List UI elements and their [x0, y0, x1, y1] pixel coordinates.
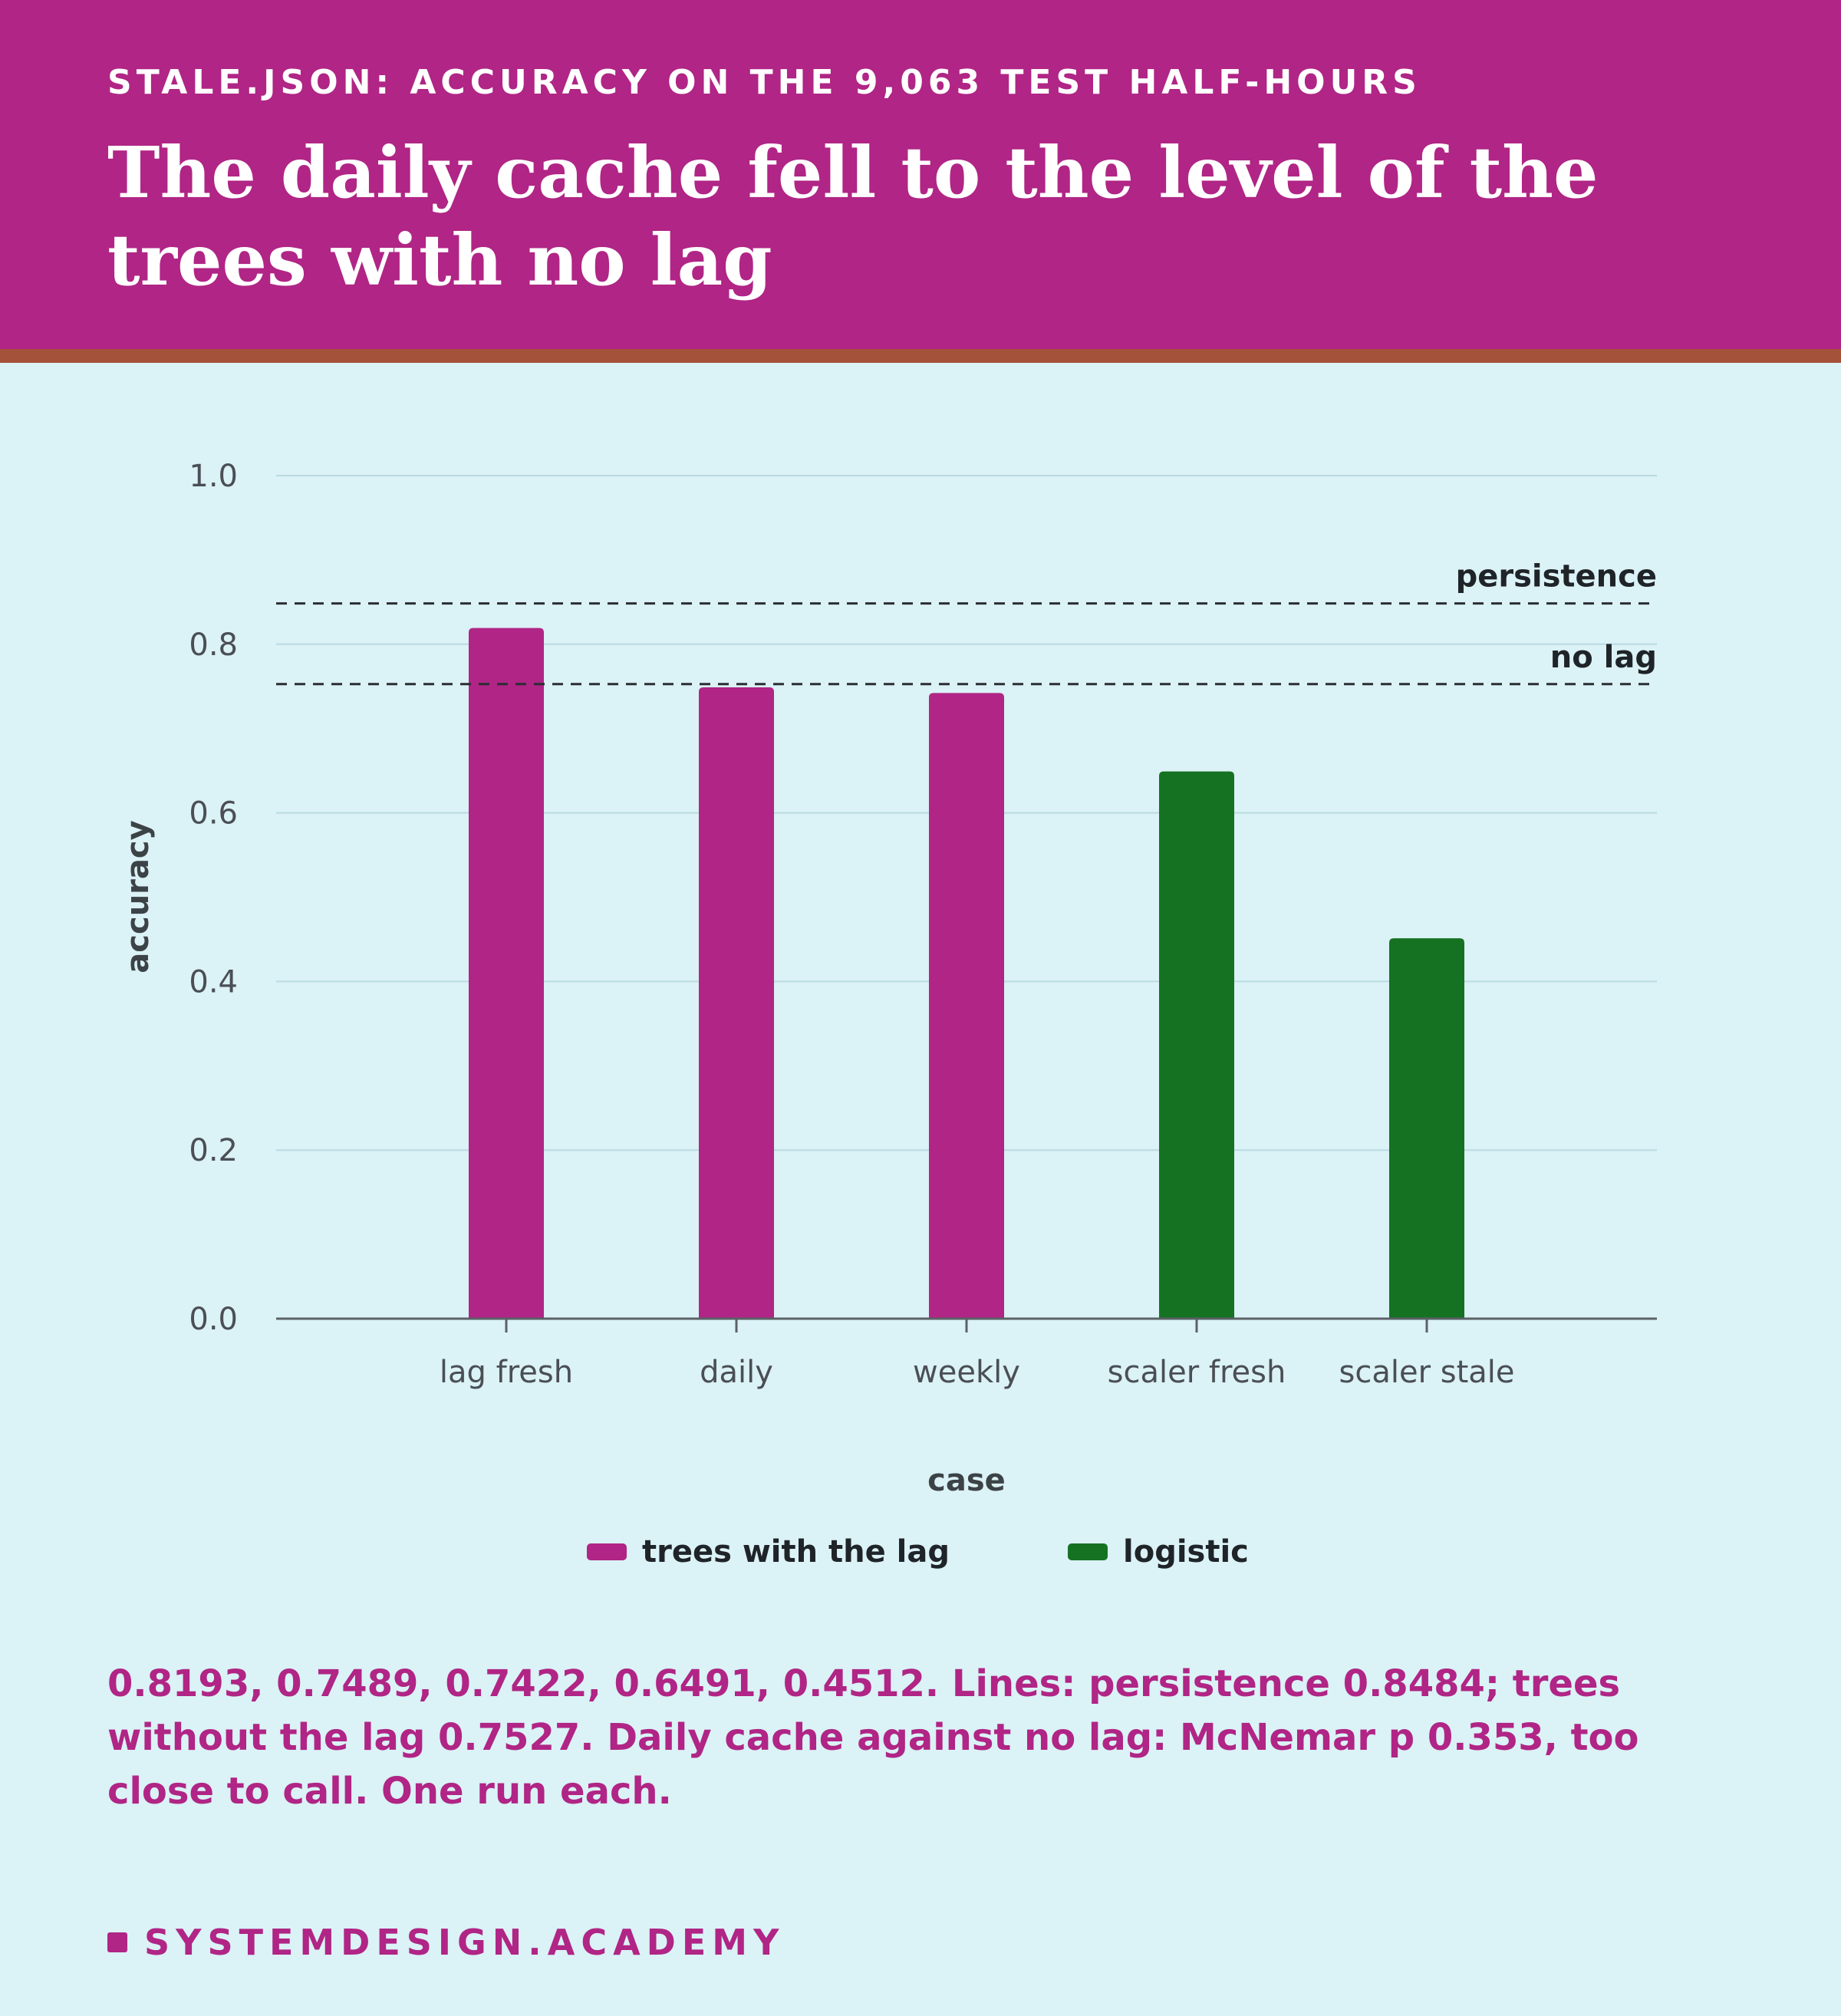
bar — [1159, 771, 1234, 1319]
bar — [699, 687, 774, 1319]
bar — [929, 693, 1004, 1319]
x-tick-label: scaler fresh — [1108, 1355, 1286, 1390]
header-divider — [0, 349, 1841, 363]
legend-swatch — [1068, 1543, 1108, 1560]
brand-square-icon — [107, 1932, 127, 1952]
legend-label: logistic — [1123, 1534, 1249, 1570]
y-axis-title: accuracy — [120, 820, 156, 973]
chart-headline: The daily cache fell to the level of the… — [107, 131, 1599, 301]
x-axis-title: case — [927, 1463, 1006, 1498]
reference-line-label: no lag — [1550, 640, 1657, 675]
bar — [469, 628, 544, 1319]
y-tick-label: 0.6 — [189, 796, 238, 832]
legend-swatch — [587, 1543, 627, 1560]
header-band: STALE.JSON: ACCURACY ON THE 9,063 TEST H… — [0, 0, 1841, 349]
y-tick-label: 1.0 — [189, 459, 238, 494]
x-tick-label: weekly — [913, 1355, 1020, 1390]
brand-footer: SYSTEMDESIGN.ACADEMY — [107, 1922, 785, 1963]
y-tick-label: 0.2 — [189, 1133, 238, 1168]
chart-caption: 0.8193, 0.7489, 0.7422, 0.6491, 0.4512. … — [107, 1662, 1639, 1813]
y-tick-label: 0.0 — [189, 1302, 238, 1337]
bar — [1389, 938, 1464, 1319]
bar-chart: 0.0 0.2 0.4 0.6 0.8 1.0 lag fresh daily weekly sc… — [120, 459, 1657, 1570]
reference-line-label: persistence — [1456, 559, 1657, 595]
chart-kicker: STALE.JSON: ACCURACY ON THE 9,063 TEST H… — [107, 63, 1421, 102]
y-tick-label: 0.8 — [189, 628, 238, 663]
brand-name: SYSTEMDESIGN.ACADEMY — [144, 1922, 785, 1963]
x-tick-label: scaler stale — [1339, 1355, 1515, 1390]
legend-label: trees with the lag — [642, 1534, 950, 1570]
x-tick-label: lag fresh — [440, 1355, 573, 1390]
x-tick-label: daily — [700, 1355, 773, 1390]
y-tick-label: 0.4 — [189, 964, 238, 1000]
